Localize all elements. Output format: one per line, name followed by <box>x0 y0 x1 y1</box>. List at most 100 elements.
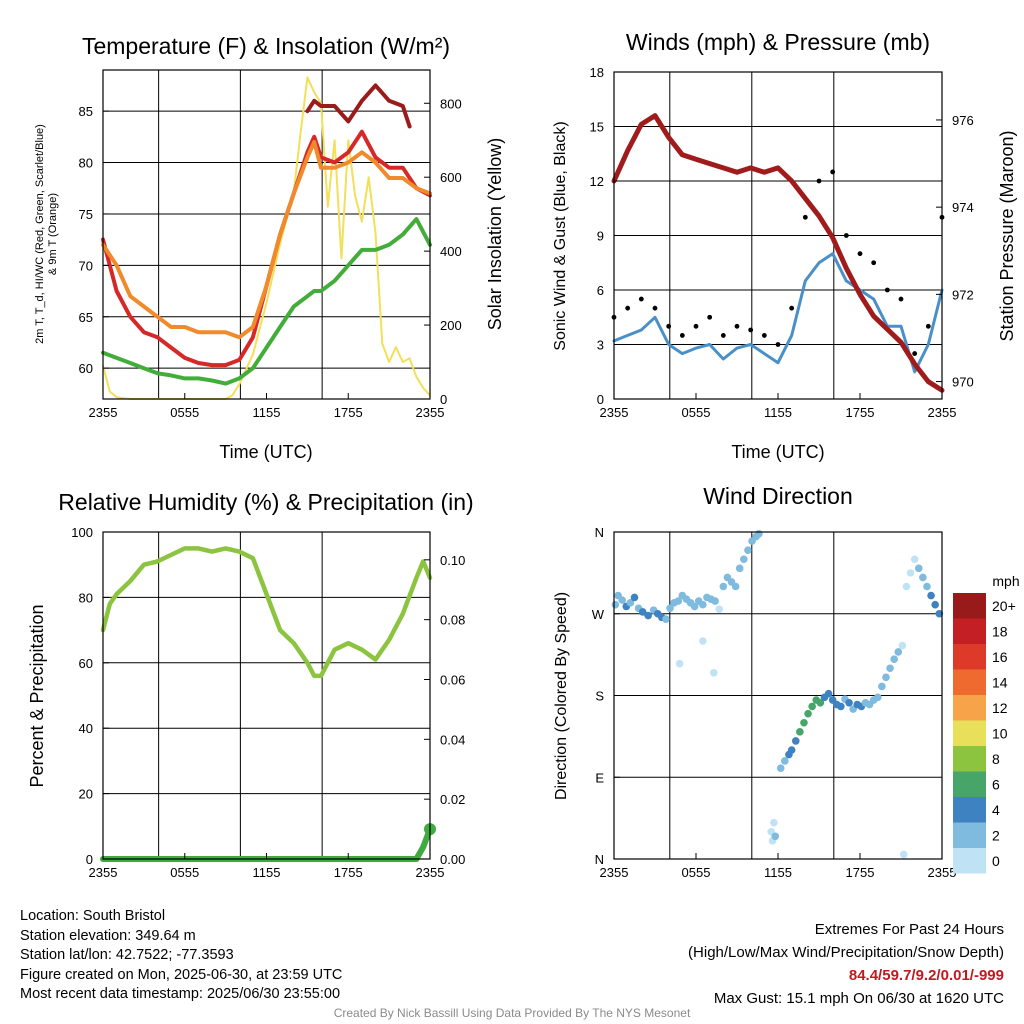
temperature-panel: Temperature (F) & Insolation (W/m²) 2355… <box>34 33 505 462</box>
y-tick-label: 80 <box>79 590 93 605</box>
direction-point <box>878 682 886 691</box>
temperature-panel-ylabel-line1: 2m T, T_d, HI/WC (Red, Green, Scarlet/Bl… <box>34 124 46 344</box>
x-tick-label: 2355 <box>928 405 957 420</box>
direction-point <box>873 693 882 702</box>
colorbar-label: 0 <box>992 853 1000 869</box>
direction-point <box>804 709 812 718</box>
colorbar-swatch <box>953 644 986 670</box>
relative-humidity-line <box>100 546 433 679</box>
y-tick-label: 0.00 <box>440 852 465 867</box>
direction-point <box>906 569 915 577</box>
humidity-panel-ylabel: Percent & Precipitation <box>27 604 47 787</box>
colorbar-label: 2 <box>992 827 1000 843</box>
direction-point <box>709 668 718 677</box>
created-text: Figure created on Mon, 2025-06-30, at 23… <box>20 966 343 983</box>
gust-point <box>884 287 890 293</box>
y-tick-label: 970 <box>952 375 974 390</box>
gust-point <box>720 333 726 338</box>
direction-point <box>914 564 923 573</box>
colorbar-swatch <box>953 822 986 848</box>
gust-point <box>775 342 781 347</box>
y-tick-label: 40 <box>79 721 93 736</box>
y-tick-label: 800 <box>440 96 462 111</box>
direction-point <box>882 673 890 682</box>
colorbar-swatch <box>953 720 986 746</box>
x-tick-label: 0555 <box>682 405 711 420</box>
y-tick-label: N <box>595 525 604 540</box>
direction-point <box>845 698 853 707</box>
station-info: Location: South Bristol Station elevatio… <box>20 907 342 1005</box>
direction-point <box>791 737 800 745</box>
extremes-legend: (High/Low/Max Wind/Precipitation/Snow De… <box>688 944 1004 961</box>
direction-panel-ylabel: Direction (Colored By Speed) <box>553 592 570 800</box>
direction-point <box>808 702 816 711</box>
direction-point <box>666 604 674 613</box>
y-tick-label: 0.06 <box>440 672 465 687</box>
y-tick-label: 0.08 <box>440 613 465 628</box>
direction-point <box>630 593 639 602</box>
colorbar-label: 4 <box>992 802 1000 818</box>
gust-point <box>912 351 918 356</box>
temperature-panel-xlabel: Time (UTC) <box>219 442 312 462</box>
colorbar-swatch <box>953 593 986 619</box>
direction-point <box>824 689 833 698</box>
direction-point <box>644 611 652 620</box>
humidity-panel-title: Relative Humidity (%) & Precipitation (i… <box>58 489 473 515</box>
gust-point <box>638 296 644 302</box>
colorbar-swatch <box>953 669 986 695</box>
x-tick-label: 1755 <box>846 865 875 880</box>
y-tick-label: 75 <box>79 207 93 222</box>
y-tick-label: 9 <box>597 229 604 244</box>
extremes-values: 84.4/59.7/9.2/0.01/-999 <box>848 967 1004 984</box>
direction-point <box>699 600 707 609</box>
y-tick-label: 100 <box>71 525 93 540</box>
extremes-info: Extremes For Past 24 Hours (High/Low/Max… <box>688 918 1004 1010</box>
x-tick-label: 1155 <box>764 405 792 420</box>
y-tick-label: 0 <box>597 392 604 407</box>
direction-point <box>816 698 825 707</box>
temperature-panel-ylabel-line2: & 9m T (Orange) <box>47 193 59 275</box>
pressure-line <box>611 113 945 393</box>
direction-point <box>919 573 927 582</box>
y-tick-label: 0 <box>86 852 93 867</box>
direction-point <box>927 591 935 600</box>
direction-point <box>890 655 898 663</box>
colorbar-label: 12 <box>992 700 1008 716</box>
direction-point <box>787 746 796 754</box>
gust-point <box>871 260 877 266</box>
direction-point <box>690 602 699 611</box>
x-tick-label: 1755 <box>334 865 363 880</box>
x-tick-label: 1155 <box>253 865 281 880</box>
direction-point <box>894 648 903 656</box>
x-tick-label: 0555 <box>170 865 199 880</box>
x-tick-label: 2355 <box>89 405 118 420</box>
gust-point <box>761 333 767 338</box>
y-tick-label: 65 <box>79 310 93 325</box>
y-tick-label: 60 <box>79 361 93 376</box>
y-tick-label: 85 <box>79 104 93 119</box>
y-tick-label: 12 <box>590 174 604 189</box>
gust-point <box>625 305 631 311</box>
x-tick-label: 2355 <box>416 405 445 420</box>
gust-point <box>666 323 672 329</box>
y-tick-label: W <box>592 607 605 622</box>
direction-point <box>662 615 670 623</box>
y-tick-label: 0.10 <box>440 553 465 568</box>
direction-point <box>910 555 919 564</box>
direction-point <box>776 764 785 772</box>
direction-point <box>626 599 635 607</box>
direction-point <box>731 582 740 591</box>
humidity-panel: Relative Humidity (%) & Precipitation (i… <box>27 489 474 880</box>
wind-panel-ylabel: Sonic Wind & Gust (Blue, Black) <box>552 121 569 350</box>
y-tick-label: 0.04 <box>440 732 465 747</box>
wind-panel-xlabel: Time (UTC) <box>731 442 824 462</box>
gust-point <box>707 314 713 320</box>
direction-point <box>931 600 939 609</box>
colorbar-label: 16 <box>992 649 1008 665</box>
direction-point <box>923 582 931 591</box>
direction-point <box>800 718 808 727</box>
direction-point <box>618 596 626 604</box>
direction-point <box>675 659 684 668</box>
y-tick-label: E <box>595 770 604 785</box>
